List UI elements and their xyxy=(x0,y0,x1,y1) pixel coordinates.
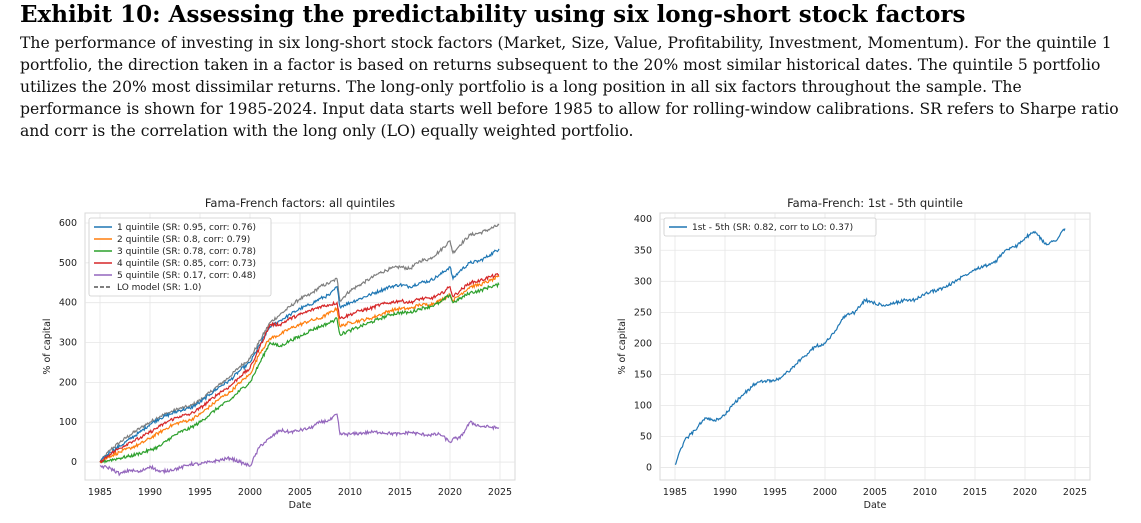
y-tick-label: 100 xyxy=(634,400,652,411)
chart-title: Fama-French: 1st - 5th quintile xyxy=(787,196,963,210)
x-tick-label: 2025 xyxy=(488,487,512,498)
chart-all-quintiles: 1985 1990 1995 2000 2005 2010 2015 2020 2025 0 100… xyxy=(42,196,516,511)
legend-label: 2 quintile (SR: 0.8, corr: 0.79) xyxy=(117,235,250,245)
y-tick-label: 50 xyxy=(640,432,652,443)
x-tick-label: 1995 xyxy=(763,487,787,498)
y-tick-label: 300 xyxy=(634,276,652,287)
legend-label: 1st - 5th (SR: 0.82, corr to LO: 0.37) xyxy=(692,223,853,233)
x-tick-label: 2005 xyxy=(288,487,312,498)
y-axis-label: % of capital xyxy=(42,318,53,374)
x-tick-label: 2015 xyxy=(963,487,987,498)
series-line xyxy=(99,281,500,464)
y-axis-label: % of capital xyxy=(617,318,628,374)
x-tick-label: 2010 xyxy=(338,487,362,498)
x-tick-label: 1985 xyxy=(88,487,112,498)
y-tick-label: 600 xyxy=(59,218,77,229)
x-tick-label: 2010 xyxy=(913,487,937,498)
legend-box xyxy=(663,217,877,237)
series-line xyxy=(99,223,500,463)
x-tick-label: 2020 xyxy=(1013,487,1037,498)
x-tick-label: 2015 xyxy=(388,487,412,498)
series-line xyxy=(99,248,500,463)
x-tick-label: 1995 xyxy=(188,487,212,498)
chart-title: Fama-French factors: all quintiles xyxy=(205,196,395,210)
legend-label: 5 quintile (SR: 0.17, corr: 0.48) xyxy=(117,271,256,281)
exhibit-title: Exhibit 10: Assessing the predictability… xyxy=(20,1,966,28)
x-tick-label: 2000 xyxy=(238,487,262,498)
series-line xyxy=(674,228,1066,466)
y-tick-label: 200 xyxy=(634,338,652,349)
exhibit-description: The performance of investing in six long… xyxy=(20,34,1119,140)
x-tick-label: 1985 xyxy=(663,487,687,498)
legend-label: 3 quintile (SR: 0.78, corr: 0.78) xyxy=(117,247,256,257)
y-tick-label: 300 xyxy=(59,338,77,349)
y-tick-label: 400 xyxy=(634,214,652,225)
y-tick-label: 0 xyxy=(646,463,652,474)
legend-label: 4 quintile (SR: 0.85, corr: 0.73) xyxy=(117,259,256,269)
y-tick-label: 350 xyxy=(634,245,652,256)
y-tick-label: 150 xyxy=(634,369,652,380)
series-line xyxy=(99,274,500,464)
legend-label: 1 quintile (SR: 0.95, corr: 0.76) xyxy=(117,223,256,233)
y-tick-label: 250 xyxy=(634,307,652,318)
x-tick-label: 2020 xyxy=(438,487,462,498)
chart-first-minus-fifth: 1985 1990 1995 2000 2005 2010 2015 2020 2025 0 50 1… xyxy=(617,196,1091,511)
x-tick-label: 2005 xyxy=(863,487,887,498)
y-tick-label: 100 xyxy=(59,417,77,428)
x-tick-label: 1990 xyxy=(713,487,737,498)
x-tick-label: 2000 xyxy=(813,487,837,498)
legend-label: LO model (SR: 1.0) xyxy=(117,283,201,293)
x-axis-label: Date xyxy=(864,500,887,511)
x-tick-label: 1990 xyxy=(138,487,162,498)
y-tick-label: 0 xyxy=(71,457,77,468)
y-tick-label: 500 xyxy=(59,258,77,269)
series-line xyxy=(99,413,500,477)
y-tick-label: 200 xyxy=(59,377,77,388)
y-tick-label: 400 xyxy=(59,298,77,309)
x-tick-label: 2025 xyxy=(1063,487,1087,498)
legend-box xyxy=(88,217,272,297)
x-axis-label: Date xyxy=(289,500,312,511)
series-line xyxy=(99,272,500,464)
